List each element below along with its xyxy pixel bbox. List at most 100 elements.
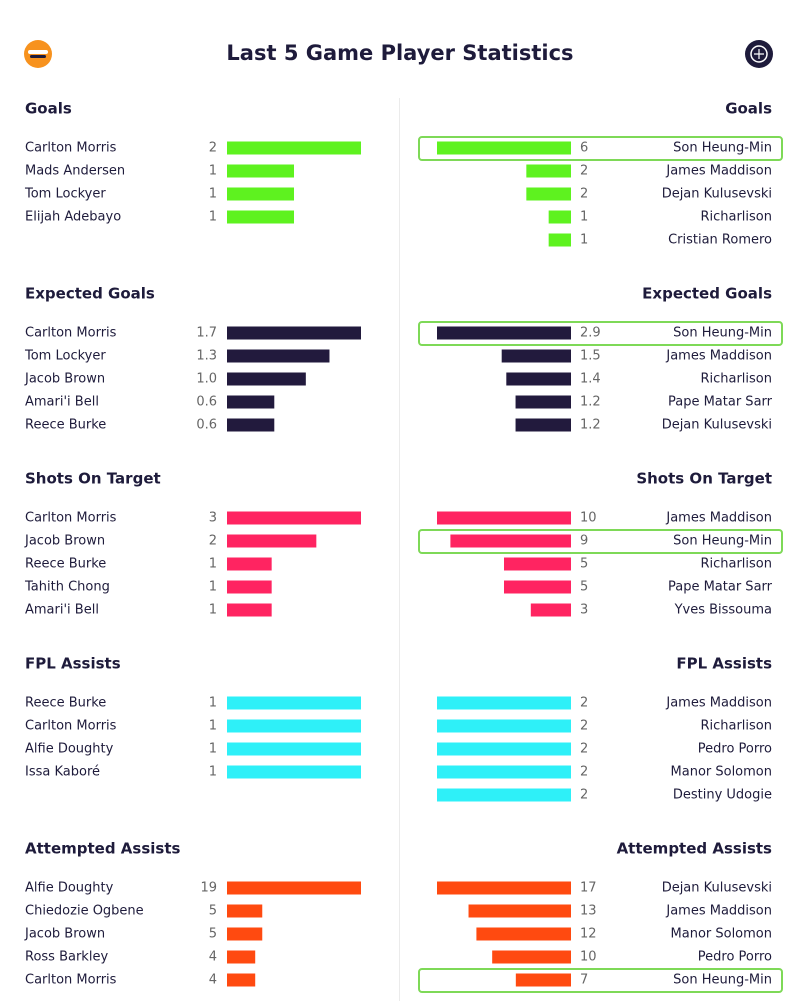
player-name: Dejan Kulusevski <box>662 187 772 202</box>
player-name: Pape Matar Sarr <box>668 580 773 595</box>
value-label: 1 <box>209 187 217 202</box>
value-label: 4 <box>209 950 217 965</box>
bar <box>526 164 571 178</box>
section-title: Attempted Assists <box>25 840 180 858</box>
value-label: 1.7 <box>196 326 217 341</box>
value-label: 2 <box>209 534 217 549</box>
value-label: 1 <box>209 765 217 780</box>
bar <box>437 326 571 340</box>
player-name: James Maddison <box>665 349 772 364</box>
bar <box>450 534 571 548</box>
player-name: Son Heung-Min <box>673 326 772 341</box>
bar <box>227 580 272 594</box>
player-name: Son Heung-Min <box>673 534 772 549</box>
value-label: 9 <box>580 534 588 549</box>
player-name: Issa Kaboré <box>25 765 100 780</box>
player-name: James Maddison <box>665 904 772 919</box>
section-title: Shots On Target <box>636 470 772 488</box>
player-name: Carlton Morris <box>25 511 117 526</box>
bar <box>227 534 317 548</box>
bar <box>437 141 571 155</box>
player-name: Richarlison <box>700 210 772 225</box>
highlight-box <box>418 136 783 161</box>
player-name: Carlton Morris <box>25 719 117 734</box>
player-name: Amari'i Bell <box>25 395 99 410</box>
section-title: Attempted Assists <box>617 840 772 858</box>
page-title: Last 5 Game Player Statistics <box>226 41 573 65</box>
player-name: Pape Matar Sarr <box>668 395 773 410</box>
player-name: Cristian Romero <box>668 233 772 248</box>
value-label: 1 <box>209 210 217 225</box>
value-label: 1.3 <box>196 349 217 364</box>
player-name: Jacob Brown <box>24 534 105 549</box>
value-label: 1 <box>580 210 588 225</box>
value-label: 4 <box>209 973 217 988</box>
player-name: Reece Burke <box>25 418 106 433</box>
value-label: 17 <box>580 881 597 896</box>
player-name: James Maddison <box>665 164 772 179</box>
bar <box>476 927 571 941</box>
bar <box>437 881 571 895</box>
player-name: James Maddison <box>665 696 772 711</box>
highlight-box <box>418 529 783 554</box>
bar <box>227 742 361 756</box>
section-title: Goals <box>25 100 72 118</box>
bar <box>227 603 272 617</box>
player-name: Jacob Brown <box>24 927 105 942</box>
bar <box>227 719 361 733</box>
bar <box>437 788 571 802</box>
player-name: Richarlison <box>700 719 772 734</box>
left-logo <box>24 40 52 68</box>
player-name: Manor Solomon <box>671 927 772 942</box>
section-title: FPL Assists <box>676 655 772 673</box>
bar <box>515 395 571 409</box>
value-label: 1 <box>209 603 217 618</box>
value-label: 2.9 <box>580 326 601 341</box>
section-title: Goals <box>725 100 772 118</box>
value-label: 2 <box>580 742 588 757</box>
bar <box>227 141 361 155</box>
bar <box>227 765 361 779</box>
player-name: Pedro Porro <box>698 742 772 757</box>
value-label: 10 <box>580 511 597 526</box>
bar <box>437 696 571 710</box>
value-label: 1.0 <box>196 372 217 387</box>
player-name: Destiny Udogie <box>673 788 772 803</box>
bar <box>437 719 571 733</box>
value-label: 7 <box>580 973 588 988</box>
value-label: 3 <box>580 603 588 618</box>
player-name: Tahith Chong <box>24 580 110 595</box>
player-name: Son Heung-Min <box>673 973 772 988</box>
value-label: 1.5 <box>580 349 601 364</box>
value-label: 12 <box>580 927 597 942</box>
value-label: 10 <box>580 950 597 965</box>
value-label: 0.6 <box>196 395 217 410</box>
value-label: 1 <box>209 580 217 595</box>
bar <box>501 349 571 363</box>
bar <box>227 372 306 386</box>
bar <box>492 950 571 964</box>
value-label: 1 <box>209 696 217 711</box>
bar <box>227 418 275 432</box>
bar <box>515 418 571 432</box>
highlight-box <box>418 321 783 346</box>
bar <box>227 904 263 918</box>
player-name: Reece Burke <box>25 696 106 711</box>
highlight-box <box>418 968 783 993</box>
player-name: Amari'i Bell <box>25 603 99 618</box>
player-name: Mads Andersen <box>25 164 125 179</box>
value-label: 19 <box>200 881 217 896</box>
value-label: 1.2 <box>580 395 601 410</box>
bar <box>227 395 275 409</box>
player-name: Yves Bissouma <box>674 603 772 618</box>
bar <box>437 511 571 525</box>
value-label: 1 <box>209 719 217 734</box>
player-name: Manor Solomon <box>671 765 772 780</box>
player-name: Reece Burke <box>25 557 106 572</box>
player-name: James Maddison <box>665 511 772 526</box>
value-label: 1 <box>209 164 217 179</box>
bar <box>515 973 571 987</box>
player-name: Alfie Doughty <box>25 742 114 757</box>
bar <box>227 927 263 941</box>
section-title: Shots On Target <box>25 470 161 488</box>
